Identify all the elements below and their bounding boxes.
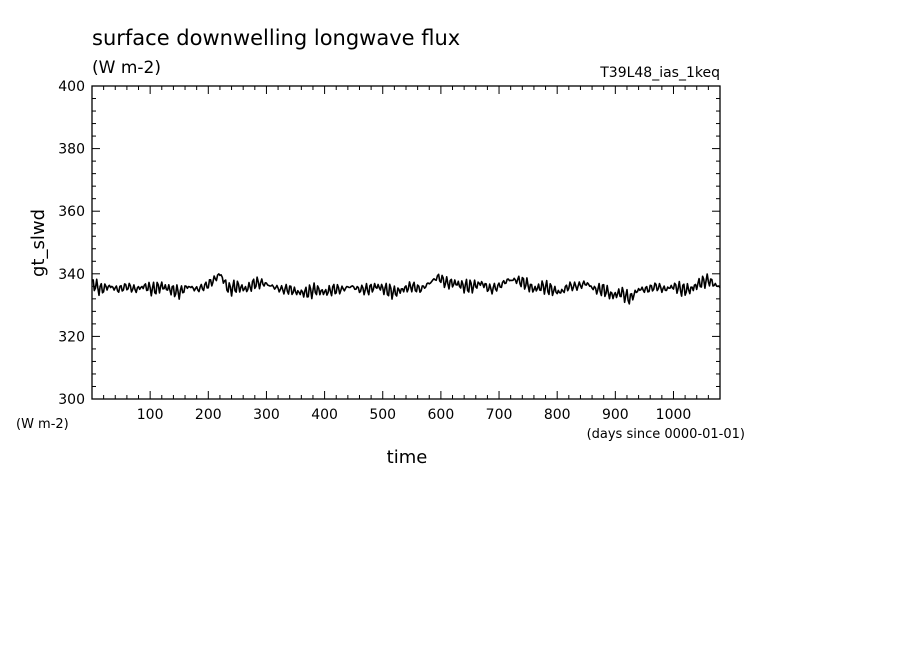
- plot-frame: [91, 85, 721, 400]
- x-tick-label: 400: [311, 407, 338, 423]
- chart-units-label: (W m-2): [92, 58, 161, 78]
- x-tick-label: 900: [602, 407, 629, 423]
- x-tick-label: 200: [195, 407, 222, 423]
- y-tick-label: 400: [58, 79, 85, 95]
- axis-ticks: [92, 86, 720, 399]
- x-tick-label: 600: [428, 407, 455, 423]
- y-tick-label: 300: [58, 392, 85, 408]
- y-axis-units: (W m-2): [16, 417, 69, 432]
- chart-title: surface downwelling longwave flux: [92, 26, 460, 50]
- y-tick-label: 340: [58, 267, 85, 283]
- y-tick-label: 380: [58, 142, 85, 158]
- x-tick-label: 800: [544, 407, 571, 423]
- x-axis-label: time: [387, 447, 428, 468]
- x-tick-label: 1000: [656, 407, 692, 423]
- y-axis-label: gt_slwd: [28, 209, 49, 277]
- y-tick-label: 360: [58, 204, 85, 220]
- axis-tick-labels: 100 200 300 400 500 600 700 800 900 1000 300 320 340…: [58, 79, 691, 423]
- series-line-gt-slwd: [91, 273, 721, 305]
- experiment-label: T39L48_ias_1keq: [599, 65, 720, 81]
- x-tick-label: 100: [137, 407, 164, 423]
- x-tick-label: 500: [369, 407, 396, 423]
- x-tick-label: 300: [253, 407, 280, 423]
- y-tick-label: 320: [58, 329, 85, 345]
- x-tick-label: 700: [486, 407, 513, 423]
- x-axis-units: (days since 0000-01-01): [587, 427, 745, 442]
